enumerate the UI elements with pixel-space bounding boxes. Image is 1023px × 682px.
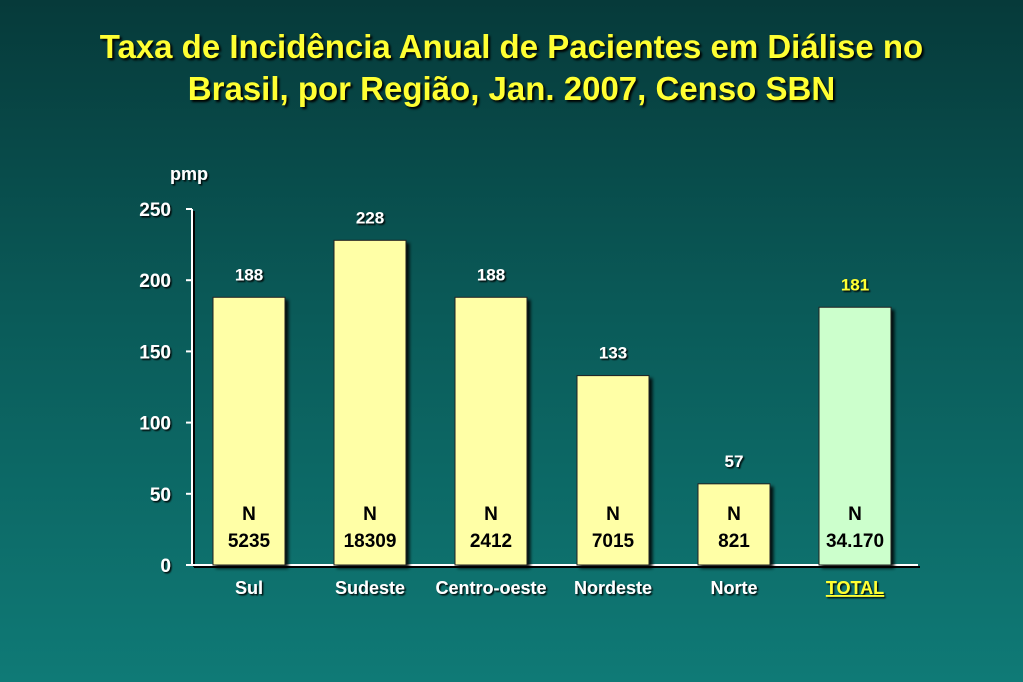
category-label: Sudeste bbox=[335, 578, 405, 598]
n-value: 34.170 bbox=[826, 531, 884, 552]
category-label: TOTAL bbox=[826, 578, 884, 598]
n-label: N bbox=[363, 504, 377, 525]
title-line-2: Brasil, por Região, Jan. 2007, Censo SBN bbox=[187, 70, 836, 107]
n-value: 821 bbox=[718, 531, 750, 552]
n-label: N bbox=[727, 504, 741, 525]
value-label: 133 bbox=[599, 344, 627, 363]
y-tick-label: 50 bbox=[150, 485, 171, 506]
bar-sudeste bbox=[333, 239, 407, 566]
n-label: N bbox=[484, 504, 498, 525]
value-label: 188 bbox=[477, 265, 505, 284]
y-tick-label: 200 bbox=[139, 271, 171, 292]
y-tick-label: 0 bbox=[160, 556, 171, 577]
value-label: 181 bbox=[841, 275, 869, 294]
title-line-1: Taxa de Incidência Anual de Pacientes em… bbox=[99, 28, 924, 65]
value-label: 57 bbox=[725, 452, 744, 471]
n-label: N bbox=[606, 504, 620, 525]
y-tick-label: 100 bbox=[139, 414, 171, 435]
value-label: 188 bbox=[235, 265, 263, 284]
labels: 188 N 5235 Sul 228 N 18309 Sudeste 188 N 2412 Centr… bbox=[228, 208, 884, 598]
n-value: 7015 bbox=[592, 531, 635, 552]
value-label: 228 bbox=[356, 208, 384, 227]
n-label: N bbox=[848, 504, 862, 525]
category-label: Nordeste bbox=[574, 578, 652, 598]
y-axis-label: pmp bbox=[170, 164, 208, 184]
bars bbox=[212, 239, 892, 566]
n-value: 18309 bbox=[344, 531, 397, 552]
bar-centro-oeste bbox=[454, 296, 528, 566]
category-label: Norte bbox=[710, 578, 757, 598]
bar-norte bbox=[697, 483, 771, 566]
y-tick-label: 150 bbox=[139, 342, 171, 363]
chart-title: Taxa de Incidência Anual de Pacientes em… bbox=[0, 26, 1023, 110]
n-value: 2412 bbox=[470, 531, 512, 552]
category-label: Centro-oeste bbox=[435, 578, 546, 598]
n-label: N bbox=[242, 504, 256, 525]
n-value: 5235 bbox=[228, 531, 271, 552]
y-tick-label: 250 bbox=[139, 200, 171, 221]
bar-total bbox=[818, 306, 892, 566]
bar-sul bbox=[212, 296, 286, 566]
category-label: Sul bbox=[235, 578, 263, 598]
bar-nordeste bbox=[576, 375, 650, 566]
axes: 0 50 100 150 200 250 bbox=[139, 200, 920, 577]
